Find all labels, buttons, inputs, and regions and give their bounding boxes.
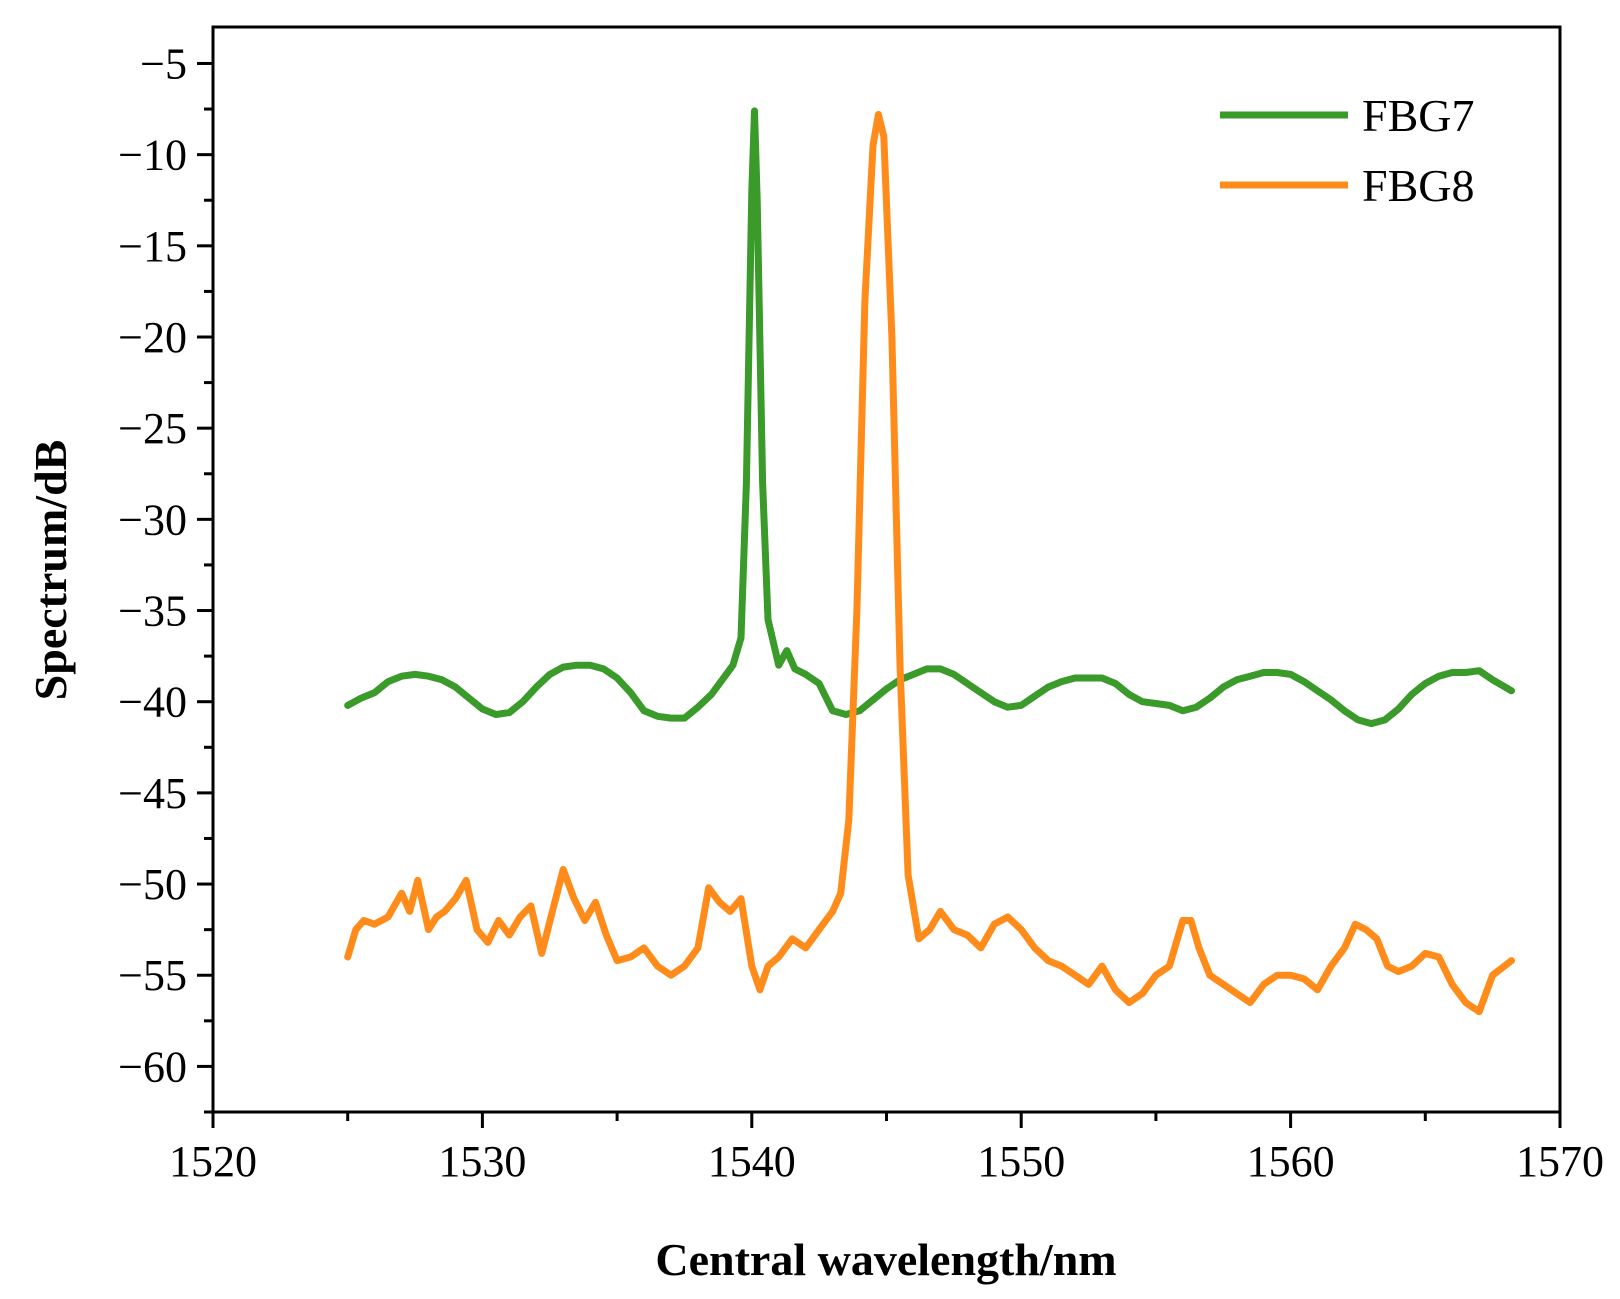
x-tick-label: 1550 bbox=[977, 1137, 1065, 1186]
x-tick-label: 1560 bbox=[1247, 1137, 1335, 1186]
y-tick-label: −55 bbox=[118, 951, 187, 1000]
y-axis-ticks: −5 −10 −15 −20 −25 −30 −35 −40 −45 −50 −55 −60 bbox=[118, 39, 213, 1114]
x-axis-ticks: 1520 1530 1540 1550 1560 1570 bbox=[169, 1112, 1604, 1186]
y-tick-label: −60 bbox=[118, 1042, 187, 1091]
x-tick-label: 1540 bbox=[708, 1137, 796, 1186]
y-tick-label: −15 bbox=[118, 222, 187, 271]
series-layer bbox=[344, 107, 1515, 1016]
y-tick-label: −50 bbox=[118, 860, 187, 909]
y-tick-label: −40 bbox=[118, 678, 187, 727]
legend-label-fbg8: FBG8 bbox=[1362, 160, 1474, 211]
y-tick-label: −25 bbox=[118, 404, 187, 453]
y-tick-label: −30 bbox=[118, 495, 187, 544]
y-axis-title: Spectrum/dB bbox=[25, 440, 76, 701]
x-tick-label: 1570 bbox=[1516, 1137, 1604, 1186]
legend-label-fbg7: FBG7 bbox=[1362, 90, 1474, 141]
series-line-fbg7 bbox=[344, 107, 1515, 728]
y-tick-label: −5 bbox=[140, 39, 187, 88]
y-tick-label: −20 bbox=[118, 313, 187, 362]
x-axis-title: Central wavelength/nm bbox=[655, 1234, 1116, 1285]
legend: FBG7 FBG8 bbox=[1220, 90, 1474, 211]
y-tick-label: −45 bbox=[118, 769, 187, 818]
y-tick-label: −10 bbox=[118, 131, 187, 180]
y-tick-label: −35 bbox=[118, 587, 187, 636]
x-tick-label: 1520 bbox=[169, 1137, 257, 1186]
series-line-fbg8 bbox=[344, 111, 1515, 1016]
x-tick-label: 1530 bbox=[438, 1137, 526, 1186]
